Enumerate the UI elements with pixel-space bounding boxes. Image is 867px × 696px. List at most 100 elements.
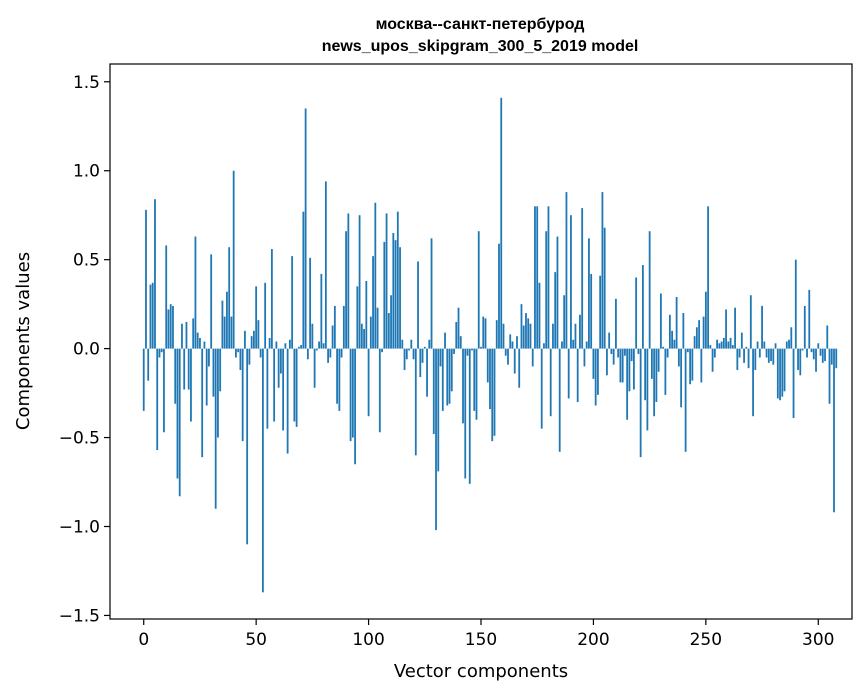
bar [464, 348, 467, 479]
bar [633, 348, 635, 390]
bar [439, 348, 442, 367]
bar [824, 348, 826, 362]
bar [833, 348, 835, 513]
bar [761, 305, 763, 349]
plot-frame [109, 63, 853, 620]
bar [495, 320, 498, 349]
bar [270, 249, 273, 349]
x-tick-label: 100 [352, 630, 384, 650]
bar [572, 339, 575, 349]
bar [606, 348, 608, 376]
bar [707, 206, 709, 349]
bar [205, 348, 208, 406]
bar [181, 323, 183, 349]
bar [369, 316, 372, 349]
bar [149, 284, 152, 349]
bar [695, 327, 698, 349]
bar [378, 348, 381, 433]
bar [358, 215, 361, 349]
bar [392, 232, 395, 349]
bar [266, 348, 269, 429]
bar [608, 332, 611, 349]
bar [565, 192, 568, 349]
bar [259, 348, 262, 358]
bar [246, 348, 249, 545]
bar [482, 316, 485, 349]
bar [210, 254, 213, 349]
bar [311, 323, 314, 349]
bar [212, 348, 215, 397]
bar [480, 346, 482, 349]
bar [763, 341, 766, 349]
bar [552, 323, 554, 349]
bar [756, 341, 759, 349]
bar [624, 348, 626, 356]
bar [336, 348, 338, 404]
bar [235, 348, 237, 358]
bar [570, 215, 572, 349]
bar [646, 348, 649, 431]
bar [745, 346, 748, 349]
bar [338, 348, 341, 411]
bar [588, 238, 590, 349]
bar [167, 309, 170, 349]
bar [675, 297, 678, 349]
bar [835, 348, 838, 369]
bar [208, 348, 210, 367]
y-axis-label: Components values [13, 252, 34, 430]
bar [507, 348, 509, 365]
bar [579, 314, 581, 349]
bar [639, 348, 642, 458]
bar [752, 348, 754, 417]
bar [549, 348, 552, 417]
bar [531, 348, 534, 367]
bar [331, 325, 334, 349]
bar [147, 348, 150, 381]
bar [394, 240, 397, 349]
bar [293, 348, 296, 422]
bar [446, 348, 449, 406]
bar [819, 348, 822, 356]
bar [493, 348, 496, 436]
bar [432, 348, 435, 434]
bar [219, 348, 222, 392]
bar [698, 320, 700, 349]
bar [232, 170, 235, 349]
bar [718, 343, 721, 349]
bar [145, 209, 147, 349]
bar [563, 295, 566, 349]
bar [790, 327, 793, 349]
y-tick-label: 1.0 [73, 162, 100, 182]
bar [547, 206, 550, 349]
bar [597, 348, 599, 395]
bar [781, 348, 784, 397]
bar [455, 321, 458, 349]
bar [653, 348, 656, 417]
bar [583, 348, 586, 367]
bar [720, 341, 723, 349]
bar [401, 339, 404, 349]
bar [489, 348, 491, 410]
bar [169, 304, 172, 349]
bar [799, 348, 802, 376]
bar [462, 348, 464, 424]
bar [536, 206, 539, 349]
bar [484, 318, 487, 349]
bar [365, 281, 368, 349]
bar [556, 236, 559, 349]
bar [185, 321, 188, 349]
bar [558, 348, 561, 452]
bar [581, 208, 584, 349]
bar [257, 320, 260, 349]
bar [340, 348, 343, 358]
bar [363, 329, 365, 349]
bar [399, 247, 401, 349]
bar [408, 348, 410, 351]
bar [677, 348, 680, 367]
bar [788, 339, 790, 349]
chart-title-line-2: news_upos_skipgram_300_5_2019 model [322, 38, 639, 55]
bar [172, 305, 174, 349]
bar-series [142, 97, 838, 593]
bar [641, 265, 644, 349]
bar [372, 256, 374, 349]
